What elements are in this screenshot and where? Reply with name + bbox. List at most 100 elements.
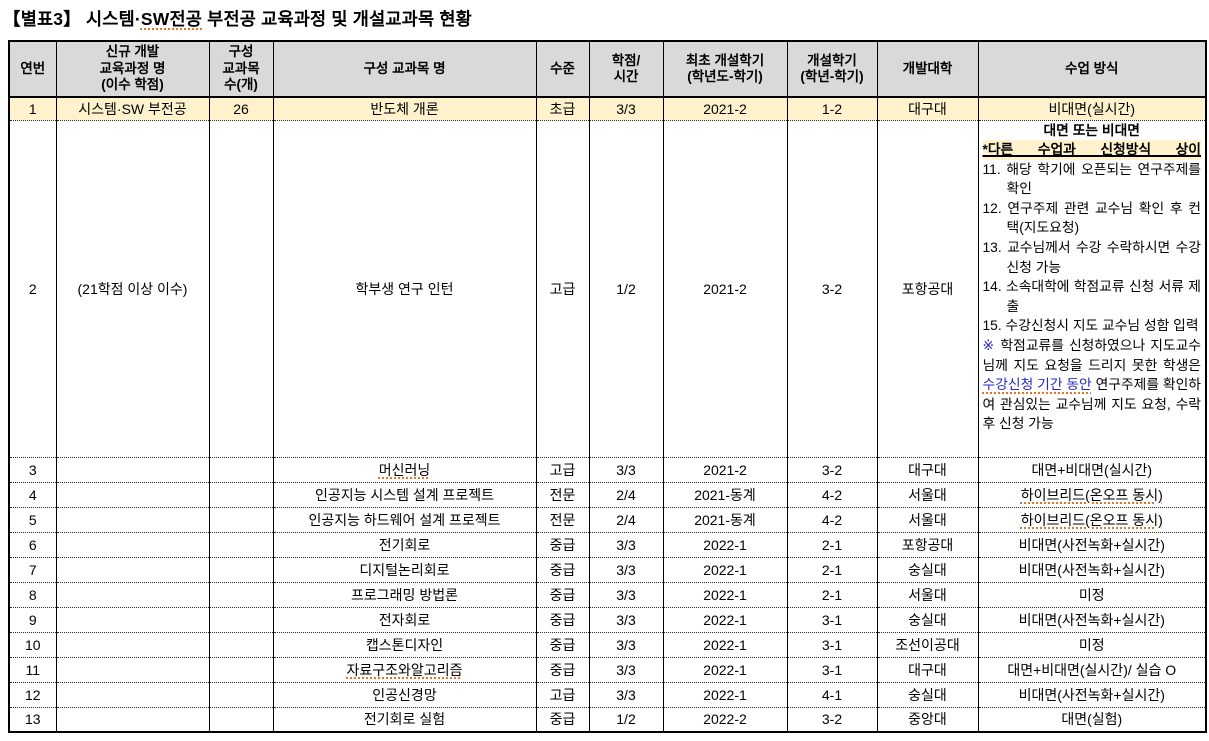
cell-university: 대구대 bbox=[876, 656, 979, 683]
cell-method: 비대면(사전녹화+실시간) bbox=[977, 531, 1207, 558]
cell-university: 대구대 bbox=[876, 456, 979, 483]
cell-credit: 3/3 bbox=[588, 656, 664, 683]
cell-first-semester: 2022-1 bbox=[662, 631, 788, 658]
cell-first-semester: 2022-1 bbox=[662, 656, 788, 683]
cell-credit: 3/3 bbox=[588, 96, 664, 121]
cell-first-semester: 2021-동계 bbox=[662, 506, 788, 533]
table-row: 1 시스템·SW 부전공 26 반도체 개론 초급 3/3 2021-2 1-2… bbox=[8, 96, 1207, 121]
method-note: ※ 학점교류를 신청하였으나 지도교수님께 지도 요청을 드리지 못한 학생은 … bbox=[982, 338, 1202, 432]
table-row: 7 디지털논리회로 중급 3/3 2022-1 2-1 숭실대 비대면(사전녹화… bbox=[8, 556, 1207, 583]
cell-university: 서울대 bbox=[876, 581, 979, 608]
cell-no: 5 bbox=[8, 506, 57, 533]
cell-method: 하이브리드(온오프 동시) bbox=[977, 481, 1207, 508]
table-row: 3 머신러닝 고급 3/3 2021-2 3-2 대구대 대면+비대면(실시간) bbox=[8, 456, 1207, 483]
cell-method: 미정 bbox=[977, 631, 1207, 658]
cell-program bbox=[55, 581, 210, 608]
page-title-squiggled: SW전공 bbox=[140, 9, 203, 29]
cell-program bbox=[55, 456, 210, 483]
method-step: 12. 연구주제 관련 교수님 확인 후 컨택(지도요청) bbox=[982, 200, 1201, 236]
table-row: 6 전기회로 중급 3/3 2022-1 2-1 포항공대 비대면(사전녹화+실… bbox=[8, 531, 1207, 558]
cell-no: 11 bbox=[8, 656, 57, 683]
cell-course: 전기회로 실험 bbox=[272, 706, 537, 733]
cell-method: 비대면(사전녹화+실시간) bbox=[977, 606, 1207, 633]
cell-credit: 3/3 bbox=[588, 581, 664, 608]
method-heading: 대면 또는 비대면 bbox=[1043, 122, 1141, 138]
cell-count bbox=[208, 119, 274, 458]
cell-semester: 4-1 bbox=[786, 681, 878, 708]
cell-credit: 3/3 bbox=[588, 631, 664, 658]
reference-mark: ※ bbox=[982, 338, 996, 354]
cell-method: 비대면(사전녹화+실시간) bbox=[977, 556, 1207, 583]
method-step: 14. 소속대학에 학점교류 신청 서류 제출 bbox=[982, 279, 1202, 314]
col-header-course: 구성 교과목 명 bbox=[272, 40, 537, 98]
cell-credit: 1/2 bbox=[588, 706, 664, 733]
cell-university: 중앙대 bbox=[876, 706, 979, 733]
cell-count bbox=[208, 556, 274, 583]
cell-no: 8 bbox=[8, 581, 57, 608]
method-step: 11. 해당 학기에 오픈되는 연구주제를 확인 bbox=[982, 161, 1202, 197]
cell-credit: 3/3 bbox=[588, 531, 664, 558]
cell-university: 숭실대 bbox=[876, 681, 979, 708]
cell-method: 하이브리드(온오프 동시) bbox=[977, 506, 1207, 533]
cell-no: 10 bbox=[8, 631, 57, 658]
col-header-count: 구성 교과목 수(개) bbox=[208, 40, 274, 98]
cell-level: 고급 bbox=[535, 119, 590, 458]
cell-first-semester: 2022-1 bbox=[662, 581, 788, 608]
cell-semester: 3-1 bbox=[786, 656, 878, 683]
cell-count bbox=[208, 656, 274, 683]
header-row: 연번 신규 개발 교육과정 명 (이수 학점) 구성 교과목 수(개) 구성 교… bbox=[8, 40, 1207, 98]
cell-count bbox=[208, 606, 274, 633]
cell-method: 대면(실험) bbox=[977, 706, 1207, 733]
page-title: 【별표3】 시스템·SW전공 부전공 교육과정 및 개설교과목 현황 bbox=[3, 6, 1209, 31]
cell-count bbox=[208, 631, 274, 658]
cell-semester: 1-2 bbox=[786, 96, 878, 121]
cell-course: 디지털논리회로 bbox=[272, 556, 537, 583]
table-row: 10 캡스톤디자인 중급 3/3 2022-1 3-1 조선이공대 미정 bbox=[8, 631, 1207, 658]
cell-credit: 2/4 bbox=[588, 481, 664, 508]
table-row: 11 자료구조와알고리즘 중급 3/3 2022-1 3-1 대구대 대면+비대… bbox=[8, 656, 1207, 683]
cell-semester: 3-1 bbox=[786, 606, 878, 633]
cell-program bbox=[55, 631, 210, 658]
cell-course: 학부생 연구 인턴 bbox=[272, 119, 537, 458]
cell-credit: 3/3 bbox=[588, 606, 664, 633]
cell-no: 9 bbox=[8, 606, 57, 633]
table-row: 5 인공지능 하드웨어 설계 프로젝트 전문 2/4 2021-동계 4-2 서… bbox=[8, 506, 1207, 533]
cell-course: 전자회로 bbox=[272, 606, 537, 633]
cell-method: 비대면(실시간) bbox=[977, 96, 1207, 121]
cell-level: 전문 bbox=[535, 506, 590, 533]
table-row: 2 (21학점 이상 이수) 학부생 연구 인턴 고급 1/2 2021-2 3… bbox=[8, 119, 1207, 458]
cell-program bbox=[55, 506, 210, 533]
cell-credit: 3/3 bbox=[588, 681, 664, 708]
cell-credit: 1/2 bbox=[588, 119, 664, 458]
cell-method-detail: 대면 또는 비대면 *다른 수업과 신청방식 상이 11. 해당 학기에 오픈되… bbox=[977, 119, 1207, 458]
cell-credit: 3/3 bbox=[588, 456, 664, 483]
col-header-credit: 학점/ 시간 bbox=[588, 40, 664, 98]
cell-course: 반도체 개론 bbox=[272, 96, 537, 121]
col-header-level: 수준 bbox=[535, 40, 590, 98]
cell-first-semester: 2022-1 bbox=[662, 681, 788, 708]
col-header-university: 개발대학 bbox=[876, 40, 979, 98]
cell-university: 포항공대 bbox=[876, 531, 979, 558]
cell-program bbox=[55, 681, 210, 708]
method-note-highlight: 수강신청 기간 동안 bbox=[982, 377, 1092, 393]
cell-level: 중급 bbox=[535, 531, 590, 558]
cell-first-semester: 2022-2 bbox=[662, 706, 788, 733]
cell-course: 자료구조와알고리즘 bbox=[272, 656, 537, 683]
cell-semester: 3-2 bbox=[786, 706, 878, 733]
cell-level: 고급 bbox=[535, 456, 590, 483]
cell-first-semester: 2021-동계 bbox=[662, 481, 788, 508]
cell-program bbox=[55, 531, 210, 558]
table-row: 8 프로그래밍 방법론 중급 3/3 2022-1 2-1 서울대 미정 bbox=[8, 581, 1207, 608]
cell-level: 중급 bbox=[535, 556, 590, 583]
cell-course: 인공지능 시스템 설계 프로젝트 bbox=[272, 481, 537, 508]
cell-first-semester: 2021-2 bbox=[662, 96, 788, 121]
col-header-no: 연번 bbox=[8, 40, 57, 98]
cell-semester: 2-1 bbox=[786, 581, 878, 608]
cell-first-semester: 2021-2 bbox=[662, 119, 788, 458]
cell-semester: 3-2 bbox=[786, 456, 878, 483]
cell-first-semester: 2022-1 bbox=[662, 531, 788, 558]
cell-method: 대면+비대면(실시간) bbox=[977, 456, 1207, 483]
cell-level: 중급 bbox=[535, 606, 590, 633]
cell-university: 서울대 bbox=[876, 481, 979, 508]
cell-level: 중급 bbox=[535, 706, 590, 733]
